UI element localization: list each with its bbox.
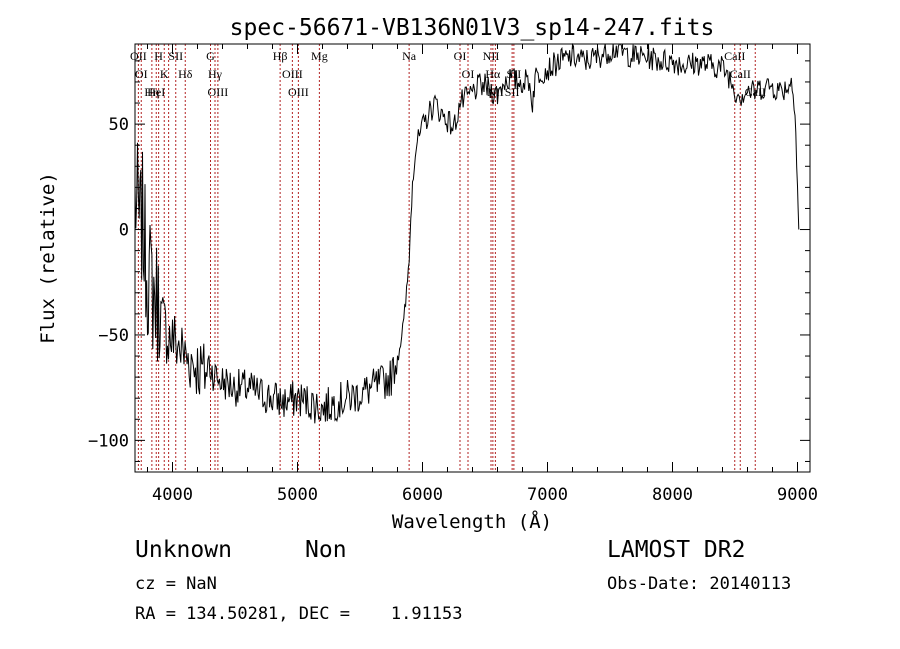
observation-date: Obs-Date: 20140113 [607, 574, 792, 594]
spectral-class: Unknown [135, 537, 232, 563]
spectral-line-label: H [154, 49, 163, 63]
spectral-line-label: OIII [208, 85, 229, 99]
spectral-line-label: Hγ [208, 67, 223, 81]
axis-ticks: 4000 5000 6000 7000 8000 9000 −100 −50 0 50 [88, 44, 818, 505]
spectral-line-label: OI [454, 49, 467, 63]
flux-series-line [134, 42, 800, 424]
y-axis-label: Flux (relative) [37, 172, 59, 344]
x-tick-label: 6000 [402, 485, 443, 505]
spectral-line-label: NII [483, 49, 500, 63]
spectral-line-label: Mg [311, 49, 328, 63]
survey-name: LAMOST DR2 [607, 537, 746, 563]
chart-title: spec-56671-VB136N01V3_sp14-247.fits [230, 15, 715, 41]
spectral-line-label: OI [462, 67, 475, 81]
x-tick-label: 5000 [277, 485, 318, 505]
x-tick-label: 9000 [777, 485, 818, 505]
spectral-line-label: Hβ [273, 49, 288, 63]
spectral-line-label: K [160, 67, 169, 81]
spectral-line-label: Hα [485, 67, 501, 81]
ra-dec-coordinates: RA = 134.50281, DEC = 1.91153 [135, 604, 463, 624]
redshift-cz: cz = NaN [135, 574, 217, 594]
spectral-line-label: OI [135, 67, 148, 81]
x-tick-label: 8000 [652, 485, 693, 505]
spectral-line-label: CaII [724, 49, 745, 63]
y-tick-label: −100 [88, 431, 129, 451]
spectral-line-label: Hδ [178, 67, 193, 81]
x-tick-label: 7000 [527, 485, 568, 505]
spectral-line-label: SII [168, 49, 183, 63]
x-axis-label: Wavelength (Å) [392, 510, 552, 533]
spectral-line-label: OIII [282, 67, 303, 81]
spectral-line-label: HeI [147, 85, 165, 99]
spectral-line-label: Na [402, 49, 417, 63]
plot-frame [134, 43, 811, 473]
spectral-line-label: OIII [288, 85, 309, 99]
y-tick-label: 50 [109, 115, 129, 135]
spectral-subclass: Non [305, 537, 347, 563]
spectral-line-markers [137, 44, 756, 472]
spectral-line-label: Hη [144, 85, 159, 99]
y-tick-label: 0 [119, 221, 129, 241]
x-tick-label: 4000 [152, 485, 193, 505]
spectral-line-label: G [206, 49, 215, 63]
spectral-line-label: OII [130, 49, 147, 63]
spectral-line-label: CaII [730, 67, 751, 81]
y-tick-label: −50 [98, 326, 129, 346]
